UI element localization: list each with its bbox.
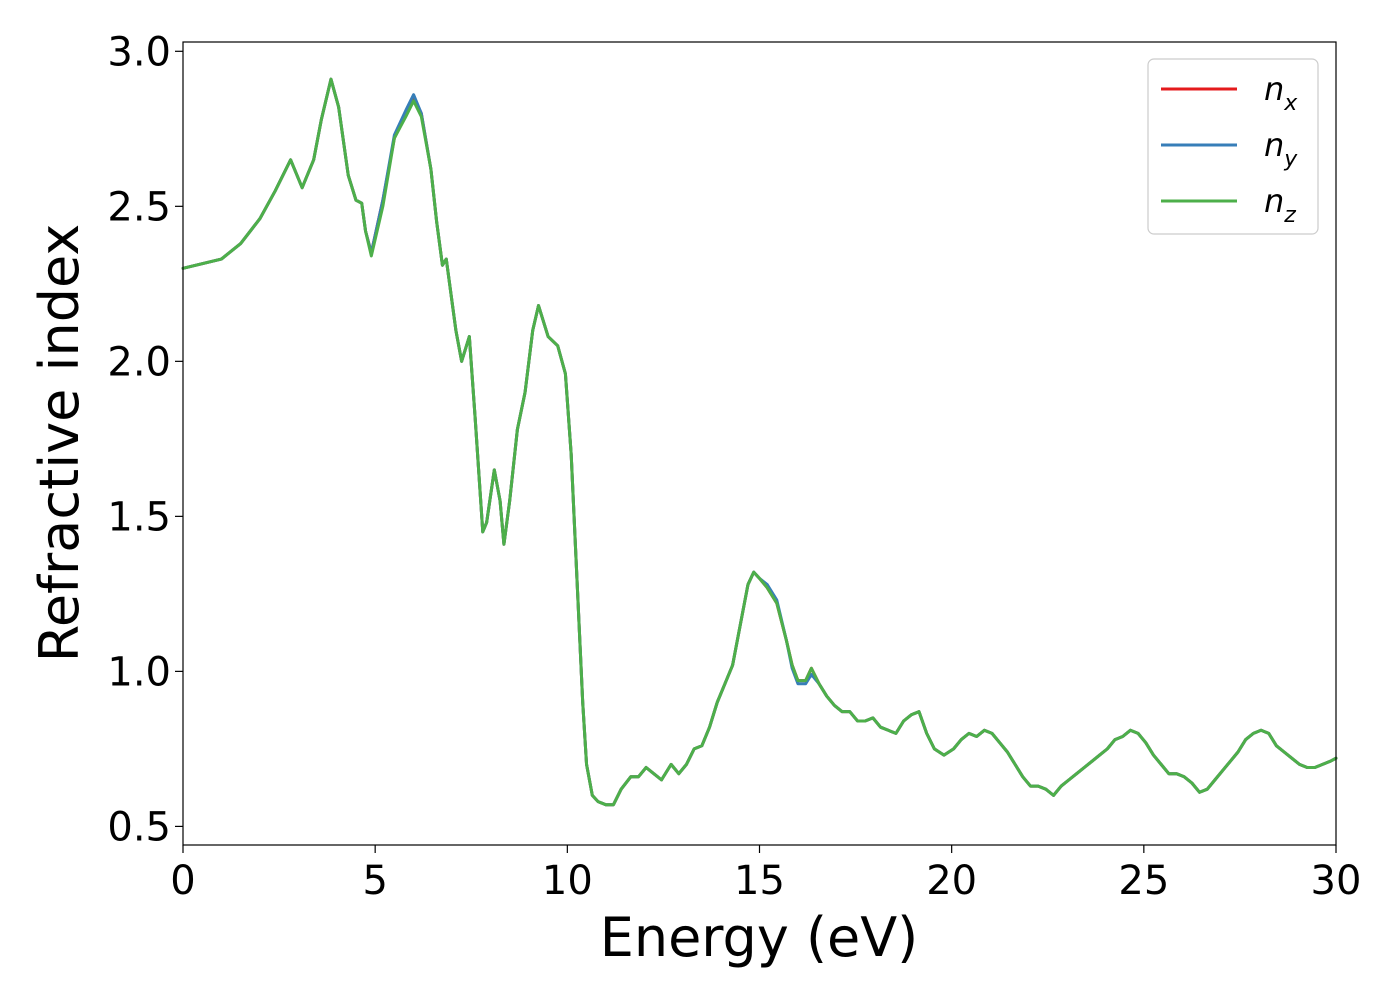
x-axis-title: Energy (eV)	[600, 906, 919, 969]
legend-label-main: n	[1264, 70, 1284, 108]
legend-label-sub: z	[1283, 203, 1296, 228]
series-layer	[181, 77, 1338, 807]
series-line-n-z	[181, 77, 1338, 807]
x-tick-label: 20	[926, 858, 977, 904]
y-tick-label: 3.0	[107, 29, 171, 75]
x-tick-label: 30	[1311, 858, 1362, 904]
y-axis-ticks: 0.5 1.0 1.5 2.0 2.5 3.0	[107, 29, 183, 850]
plot-area	[183, 42, 1336, 845]
legend-label-main: n	[1264, 126, 1284, 164]
legend-label-n-y: ny	[1264, 126, 1298, 172]
y-tick-label: 1.0	[107, 649, 171, 695]
legend-label-n-x: nx	[1264, 70, 1298, 116]
legend-label-main: n	[1264, 182, 1284, 220]
x-axis-ticks: 0 5 10 15 20 25 30	[170, 845, 1361, 904]
x-tick-label: 5	[362, 858, 387, 904]
y-tick-label: 2.0	[107, 339, 171, 385]
x-tick-label: 25	[1118, 858, 1169, 904]
y-tick-label: 0.5	[107, 804, 171, 850]
x-tick-label: 15	[734, 858, 785, 904]
y-tick-label: 1.5	[107, 494, 171, 540]
legend-label-sub: x	[1283, 91, 1298, 116]
legend-label-n-z: nz	[1264, 182, 1296, 228]
x-tick-label: 0	[170, 858, 195, 904]
x-tick-label: 10	[542, 858, 593, 904]
legend-label-sub: y	[1283, 147, 1298, 172]
y-tick-label: 2.5	[107, 184, 171, 230]
y-axis-title: Refractive index	[28, 224, 91, 663]
